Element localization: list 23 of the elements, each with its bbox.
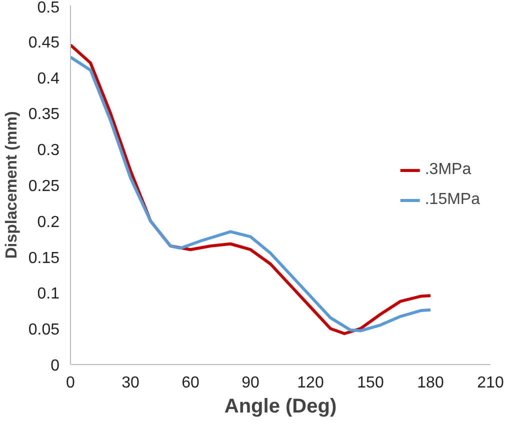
y-tick-label: 0.15: [28, 250, 60, 267]
x-axis-title: Angle (Deg): [224, 396, 337, 418]
y-tick-label: 0.25: [28, 178, 60, 195]
x-tick-label: 180: [417, 374, 444, 392]
legend-label: .3MPa: [424, 160, 472, 178]
legend-label: .15MPa: [424, 190, 480, 208]
y-tick-label: 0.45: [28, 34, 60, 52]
y-tick-label: 0.3: [37, 142, 60, 160]
y-axis-title: Displacement (mm): [3, 111, 20, 259]
x-tick-label: 60: [182, 374, 200, 392]
y-tick-label: 0.5: [37, 0, 60, 16]
x-tick-label: 90: [242, 374, 260, 392]
x-tick-label: 210: [477, 374, 504, 392]
y-tick-label: 0.2: [37, 214, 60, 231]
x-tick-label: 30: [122, 374, 140, 392]
y-tick-label: 0.1: [37, 286, 60, 303]
y-tick-label: 0.05: [28, 322, 60, 339]
y-tick-label: 0.4: [37, 70, 60, 88]
x-tick-label: 150: [357, 374, 384, 392]
y-tick-label: 0.35: [28, 106, 60, 124]
x-tick-label: 0: [66, 374, 76, 392]
y-tick-label: 0: [50, 358, 60, 374]
x-tick-label: 120: [297, 374, 324, 392]
